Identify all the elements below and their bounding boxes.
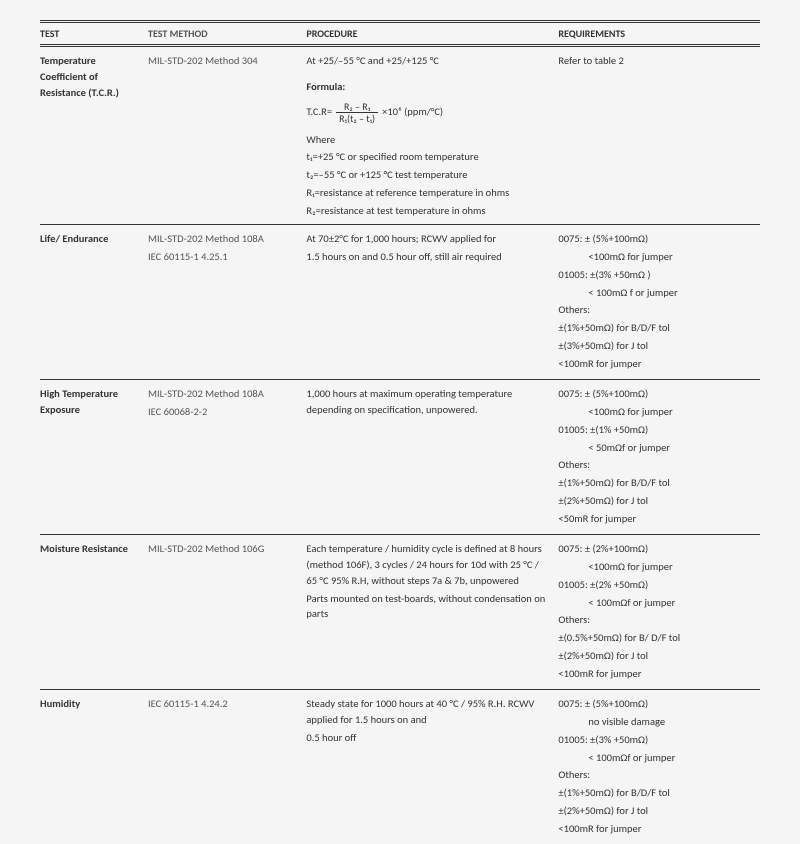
req-line: 0075: ± (5%+100mΩ): [558, 386, 752, 402]
req-line: <100mΩ for jumper: [558, 559, 752, 575]
req-line: <50mR for jumper: [558, 511, 752, 527]
proc-intro: At +25/–55 °C and +25/+125 °C: [306, 54, 439, 67]
req-line: <100mΩ for jumper: [558, 249, 752, 265]
req-line: 01005: ±(3% +50mΩ ): [558, 267, 752, 283]
req-line: 0075: ± (5%+100mΩ): [558, 696, 752, 712]
fraction: R₂ – R₁ R₁(t₂ – t₁): [336, 101, 378, 124]
method-line: MIL-STD-202 Method 108A: [148, 386, 298, 402]
req-line: ±(0.5%+50mΩ) for B/ D/F tol: [558, 630, 752, 646]
req-line: < 100mΩf or jumper: [558, 595, 752, 611]
table-row: High Temperature Exposure MIL-STD-202 Me…: [40, 380, 760, 535]
req-line: <100mΩ for jumper: [558, 404, 752, 420]
req-line: < 100mΩf or jumper: [558, 750, 752, 766]
cell-procedure: Steady state for 1000 hours at 40 °C / 9…: [306, 690, 558, 844]
table-row: Life/ Endurance MIL-STD-202 Method 108A …: [40, 225, 760, 380]
req-line: ±(3%+50mΩ) for J tol: [558, 338, 752, 354]
proc-line: 1.5 hours on and 0.5 hour off, still air…: [306, 249, 550, 265]
cell-method: MIL-STD-202 Method 108A IEC 60115-1 4.25…: [148, 225, 306, 380]
req-line: 01005: ±(3% +50mΩ): [558, 732, 752, 748]
req-line: ±(2%+50mΩ) for J tol: [558, 648, 752, 664]
cell-req: 0075: ± (5%+100mΩ) <100mΩ for jumper 010…: [558, 380, 760, 535]
proc-line: 1,000 hours at maximum operating tempera…: [306, 386, 550, 418]
where-line: R₁=resistance at reference temperature i…: [306, 185, 550, 201]
req-line: <100mR for jumper: [558, 666, 752, 682]
req-line: 0075: ± (2%+100mΩ): [558, 541, 752, 557]
proc-line: 0.5 hour off: [306, 730, 550, 746]
req-line: < 100mΩ f or jumper: [558, 285, 752, 301]
proc-line: At 70±2°C for 1,000 hours; RCWV applied …: [306, 231, 550, 247]
cell-req: 0075: ± (5%+100mΩ) no visible damage 010…: [558, 690, 760, 844]
tcr-prefix: T.C.R=: [306, 104, 332, 120]
cell-procedure: 1,000 hours at maximum operating tempera…: [306, 380, 558, 535]
tcr-suffix: ×10⁶ (ppm/°C): [382, 104, 443, 120]
frac-num: R₂ – R₁: [336, 101, 378, 113]
table-row: Temperature Coefficient of Resistance (T…: [40, 46, 760, 225]
formula-label: Formula:: [306, 79, 550, 95]
req-line: < 50mΩf or jumper: [558, 440, 752, 456]
th-procedure: PROCEDURE: [306, 22, 558, 46]
req-line: Others:: [558, 767, 752, 783]
req-line: 01005: ±(1% +50mΩ): [558, 422, 752, 438]
th-method: TEST METHOD: [148, 22, 306, 46]
proc-line: Parts mounted on test-boards, without co…: [306, 591, 550, 623]
cell-test: High Temperature Exposure: [40, 380, 148, 535]
method-line: MIL-STD-202 Method 108A: [148, 231, 298, 247]
header-row: TEST TEST METHOD PROCEDURE REQUIREMENTS: [40, 22, 760, 46]
cell-req: Refer to table 2: [558, 46, 760, 225]
cell-procedure: Each temperature / humidity cycle is def…: [306, 535, 558, 690]
where-line: t₂=–55 °C or +125 °C test temperature: [306, 167, 550, 183]
cell-procedure: At +25/–55 °C and +25/+125 °C Formula: T…: [306, 46, 558, 225]
spec-table: TEST TEST METHOD PROCEDURE REQUIREMENTS …: [40, 20, 760, 844]
cell-method: MIL-STD-202 Method 304: [148, 46, 306, 225]
req-line: Others:: [558, 457, 752, 473]
th-requirements: REQUIREMENTS: [558, 22, 760, 46]
req-line: no visible damage: [558, 714, 752, 730]
table-row: Humidity IEC 60115-1 4.24.2 Steady state…: [40, 690, 760, 844]
req-line: ±(1%+50mΩ) for B/D/F tol: [558, 475, 752, 491]
method-line: IEC 60068-2-2: [148, 404, 298, 420]
req-line: <100mR for jumper: [558, 821, 752, 837]
cell-test: Life/ Endurance: [40, 225, 148, 380]
cell-procedure: At 70±2°C for 1,000 hours; RCWV applied …: [306, 225, 558, 380]
method-line: MIL-STD-202 Method 106G: [148, 541, 298, 557]
req-line: <100mR for jumper: [558, 356, 752, 372]
cell-method: MIL-STD-202 Method 106G: [148, 535, 306, 690]
req-line: ±(2%+50mΩ) for J tol: [558, 493, 752, 509]
where-line: R₂=resistance at test temperature in ohm…: [306, 203, 550, 219]
proc-line: Steady state for 1000 hours at 40 °C / 9…: [306, 696, 550, 728]
cell-test: Temperature Coefficient of Resistance (T…: [40, 46, 148, 225]
cell-method: MIL-STD-202 Method 108A IEC 60068-2-2: [148, 380, 306, 535]
proc-line: Each temperature / humidity cycle is def…: [306, 541, 550, 588]
cell-req: 0075: ± (5%+100mΩ) <100mΩ for jumper 010…: [558, 225, 760, 380]
where-label: Where: [306, 132, 550, 148]
table-row: Moisture Resistance MIL-STD-202 Method 1…: [40, 535, 760, 690]
th-test: TEST: [40, 22, 148, 46]
cell-test: Humidity: [40, 690, 148, 844]
formula: T.C.R= R₂ – R₁ R₁(t₂ – t₁) ×10⁶ (ppm/°C): [306, 101, 550, 124]
req-line: ±(1%+50mΩ) for B/D/F tol: [558, 320, 752, 336]
method-line: IEC 60115-1 4.25.1: [148, 249, 298, 265]
cell-method: IEC 60115-1 4.24.2: [148, 690, 306, 844]
req-line: ±(1%+50mΩ) for B/D/F tol: [558, 785, 752, 801]
where-line: t₁=+25 °C or specified room temperature: [306, 149, 550, 165]
req-line: Others:: [558, 302, 752, 318]
method-line: IEC 60115-1 4.24.2: [148, 696, 298, 712]
cell-test: Moisture Resistance: [40, 535, 148, 690]
req-line: 0075: ± (5%+100mΩ): [558, 231, 752, 247]
req-line: 01005: ±(2% +50mΩ): [558, 577, 752, 593]
cell-req: 0075: ± (2%+100mΩ) <100mΩ for jumper 010…: [558, 535, 760, 690]
frac-den: R₁(t₂ – t₁): [336, 113, 378, 124]
req-line: Others:: [558, 612, 752, 628]
req-line: ±(2%+50mΩ) for J tol: [558, 803, 752, 819]
